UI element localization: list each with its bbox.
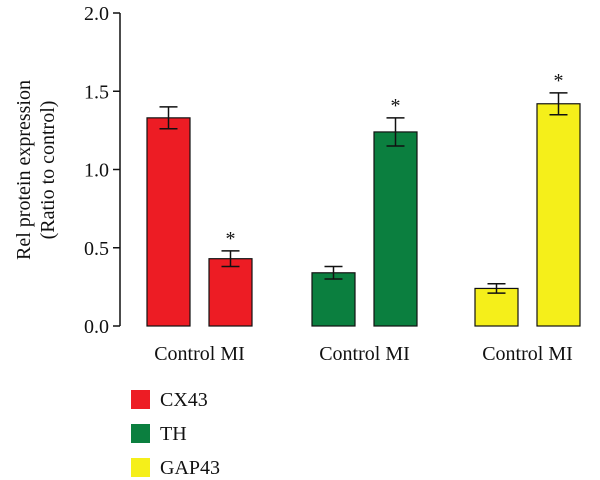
significance-star: * xyxy=(226,228,236,250)
significance-star: * xyxy=(391,95,401,117)
y-axis-label-line: (Ratio to control) xyxy=(37,101,59,240)
bar-cx43-mi xyxy=(208,258,253,327)
y-tick-label: 1.0 xyxy=(84,160,109,182)
category-label: Control MI xyxy=(154,343,245,365)
bar-th-mi xyxy=(373,131,418,327)
bar-gap43-control xyxy=(474,287,519,327)
y-tick-label: 0.0 xyxy=(84,316,109,338)
category-label: Control MI xyxy=(482,343,573,365)
bar-cx43-control xyxy=(146,117,191,327)
y-tick-label: 2.0 xyxy=(84,3,109,25)
significance-star: * xyxy=(554,70,564,92)
legend-label: GAP43 xyxy=(160,457,220,479)
legend-swatch-gap43 xyxy=(131,458,150,477)
y-axis-label: Rel protein expression (Ratio to control) xyxy=(13,80,59,260)
bar-th-control xyxy=(311,272,356,327)
bar-gap43-mi xyxy=(536,103,581,327)
legend-swatch-cx43 xyxy=(131,390,150,409)
y-tick-label: 1.5 xyxy=(84,81,109,103)
legend-swatch-th xyxy=(131,424,150,443)
y-axis-label-line: Rel protein expression xyxy=(13,80,35,260)
y-tick-label: 0.5 xyxy=(84,238,109,260)
category-label: Control MI xyxy=(319,343,410,365)
legend-label: TH xyxy=(160,423,187,445)
legend-label: CX43 xyxy=(160,389,208,411)
